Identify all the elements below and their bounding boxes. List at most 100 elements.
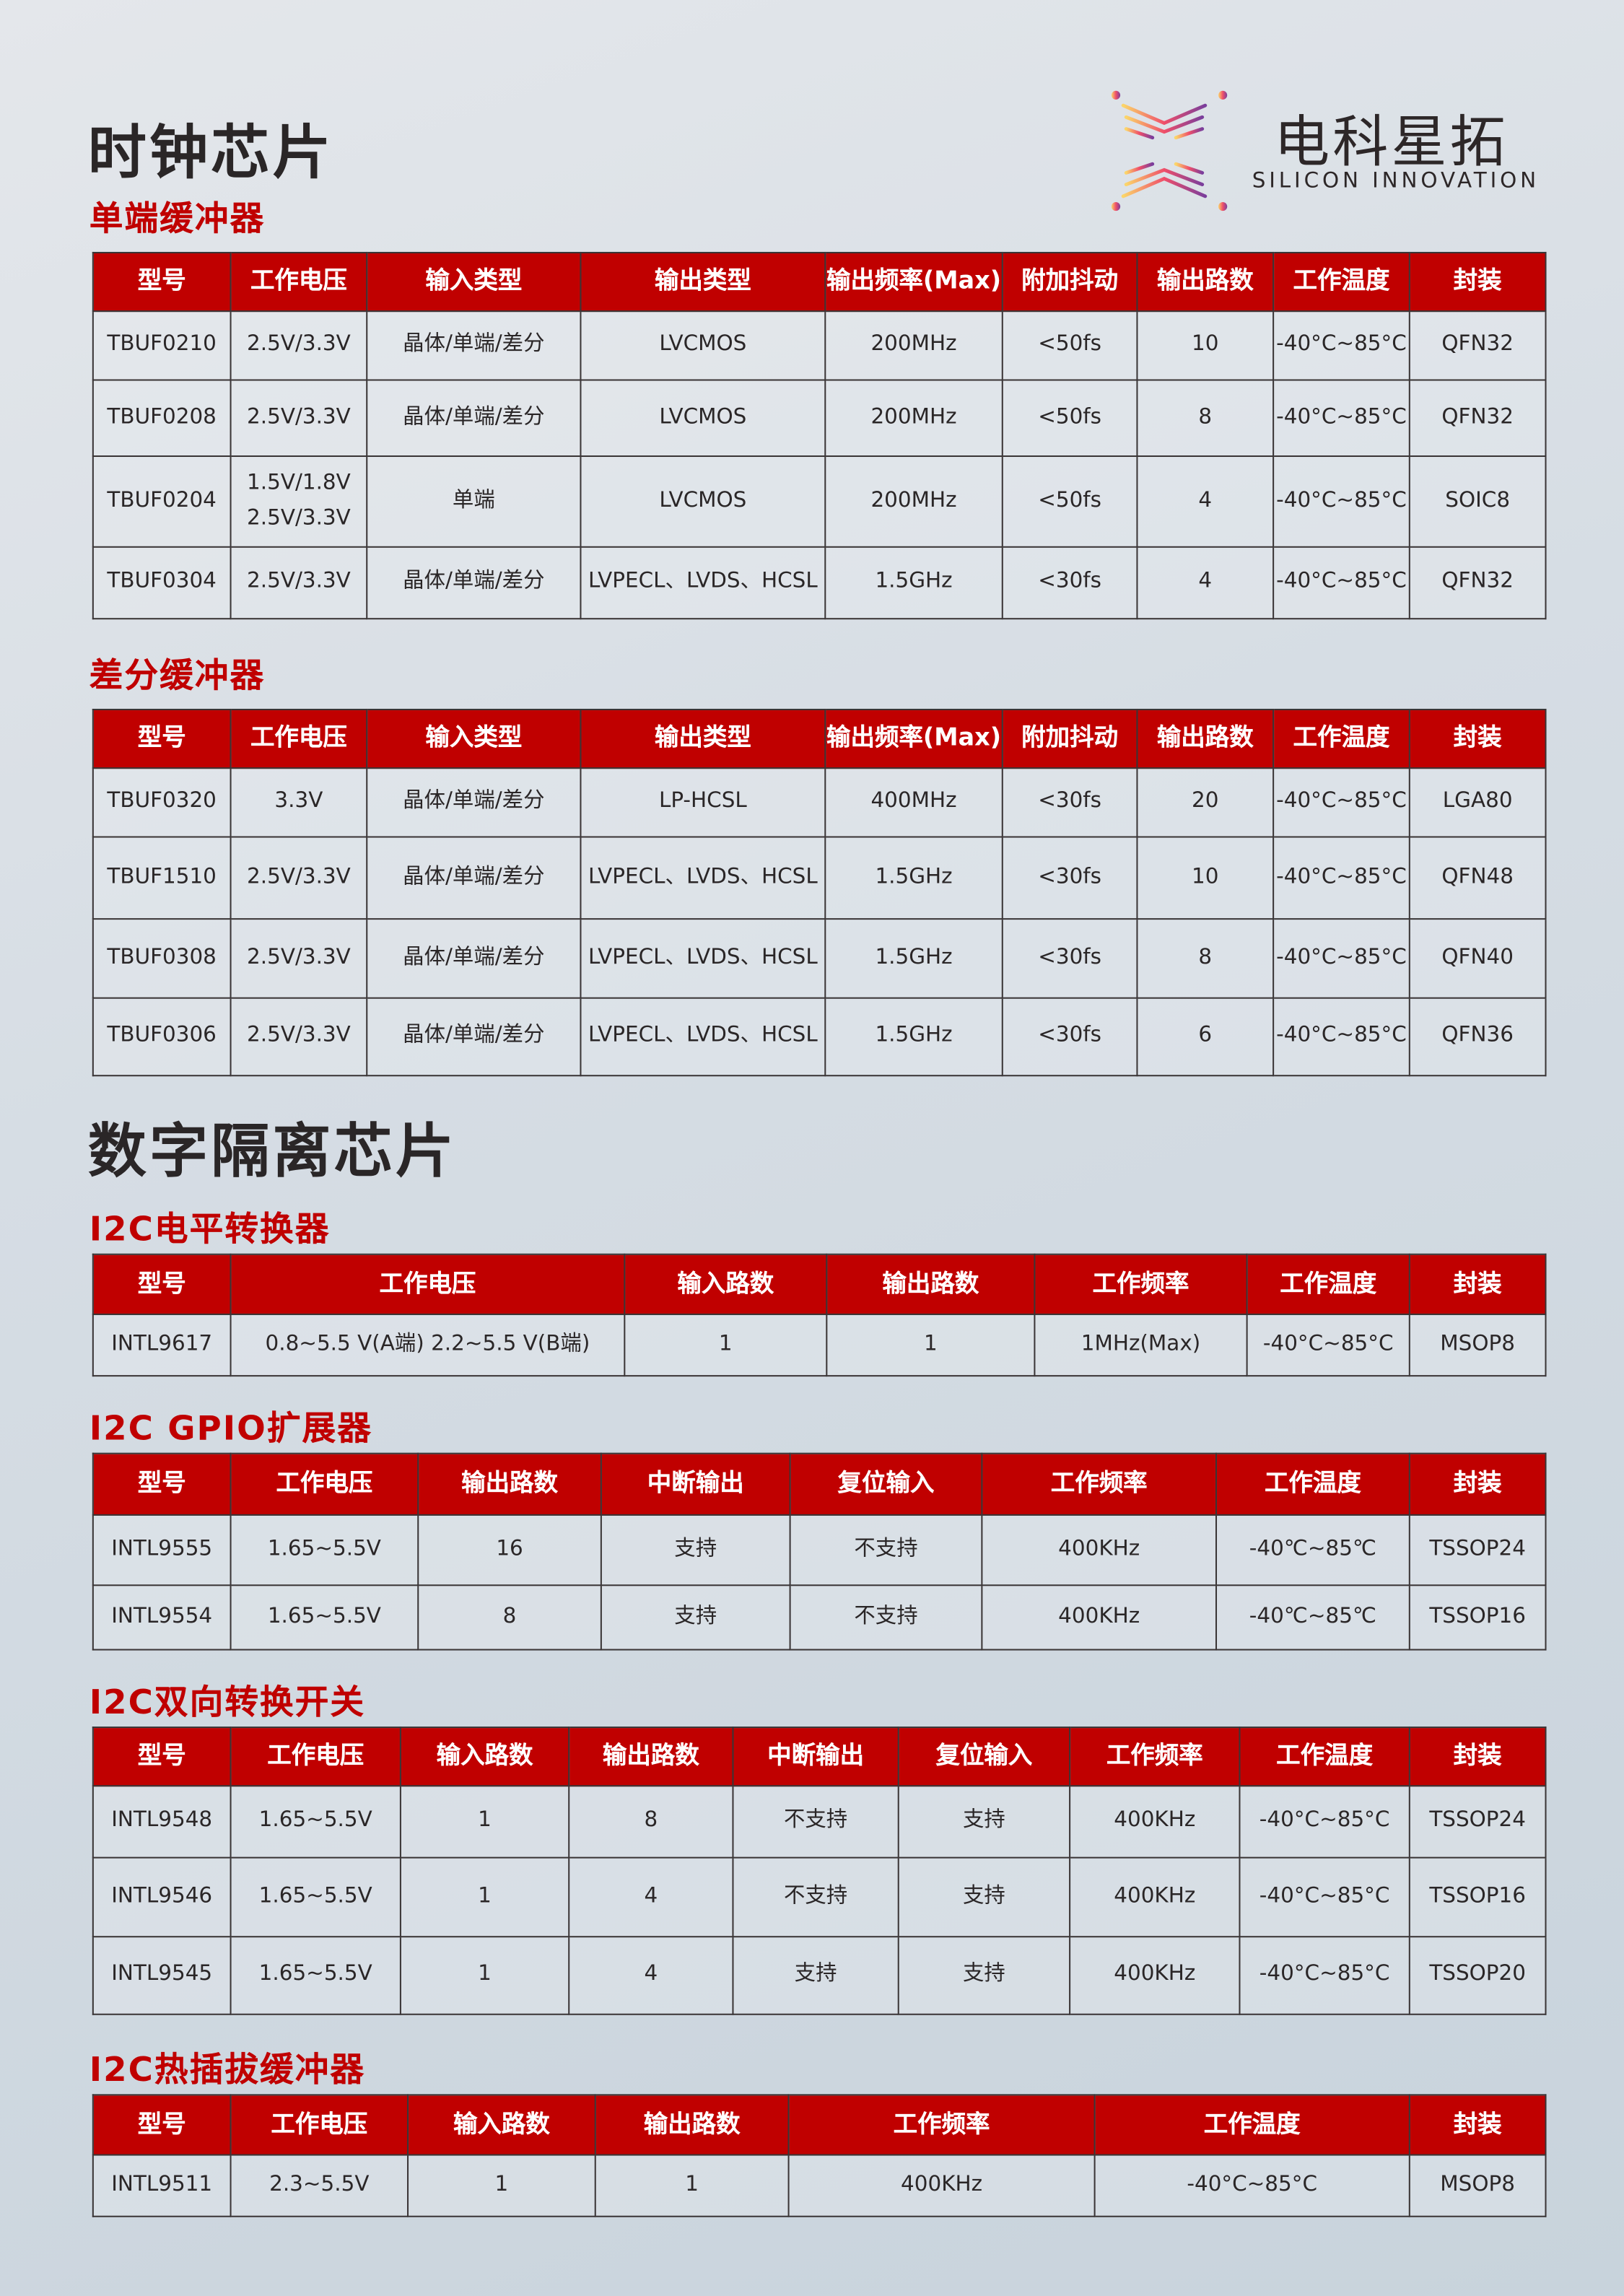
table-cell: TSSOP16: [1408, 1856, 1547, 1938]
table-cell: 不支持: [732, 1856, 899, 1938]
model-cell: INTL9545: [92, 1936, 232, 2015]
table-cell: -40°C~85°C: [1272, 767, 1410, 838]
table-cell: <50fs: [1001, 310, 1138, 381]
table-cell: 8: [417, 1584, 602, 1651]
column-header: 封装: [1408, 1727, 1547, 1787]
table-row: TBUF0308 2.5V/3.3V 晶体/单端/差分 LVPECL、LVDS、HCS…: [92, 918, 1547, 999]
table-cell: 1: [399, 1785, 570, 1859]
table-cell: 1.5GHz: [824, 997, 1003, 1077]
table-cell: 200MHz: [824, 455, 1003, 548]
table-cell: 3.3V: [230, 767, 368, 838]
model-cell: INTL9554: [92, 1584, 232, 1651]
table-cell: 16: [417, 1514, 602, 1586]
table-cell: 1MHz(Max): [1034, 1313, 1248, 1377]
column-header: 输出路数: [826, 1253, 1036, 1315]
table-cell: 400KHz: [1069, 1856, 1241, 1938]
table-cell: 1: [826, 1313, 1036, 1377]
section-title: 数字隔离芯片: [87, 1119, 458, 1187]
table-cell: MSOP8: [1408, 1313, 1547, 1377]
table-cell: -40℃~85℃: [1215, 1584, 1410, 1651]
table-cell: -40°C~85°C: [1272, 379, 1410, 458]
table-cell: 2.5V/3.3V: [230, 918, 368, 999]
column-header: 工作频率: [787, 2094, 1096, 2156]
table-cell: 4: [568, 1856, 734, 1938]
table-cell: 20: [1136, 767, 1275, 838]
logo-text-cn: 电科星拓: [1274, 110, 1509, 175]
table-row: TBUF0306 2.5V/3.3V 晶体/单端/差分 LVPECL、LVDS、HCS…: [92, 997, 1547, 1077]
table-cell: -40°C~85°C: [1272, 546, 1410, 620]
table-cell: 1: [624, 1313, 828, 1377]
table-cell: 400KHz: [787, 2154, 1096, 2217]
spec-table: 型号 工作电压 输出路数 中断输出 复位输入 工作频率 工作温度 封装 INTL9555 1.65…: [92, 1452, 1547, 1651]
column-header: 输出路数: [1136, 708, 1275, 769]
table-header-row: 型号 工作电压 输出路数 中断输出 复位输入 工作频率 工作温度 封装: [92, 1452, 1547, 1516]
column-header: 封装: [1408, 1253, 1547, 1315]
spec-table: 型号 工作电压 输入类型 输出类型 输出频率(Max) 附加抖动 输出路数 工作温度 封装 TBU…: [92, 251, 1547, 620]
table-header-row: 型号 工作电压 输入路数 输出路数 中断输出 复位输入 工作频率 工作温度 封装: [92, 1727, 1547, 1787]
table-cell: <30fs: [1001, 767, 1138, 838]
table-cell: 6: [1136, 997, 1275, 1077]
table-cell: QFN36: [1408, 997, 1547, 1077]
column-header: 工作电压: [230, 251, 368, 313]
column-header: 型号: [92, 708, 232, 769]
table-cell: -40°C~85°C: [1239, 1856, 1410, 1938]
table-cell: LVCMOS: [580, 379, 826, 458]
model-cell: TBUF0306: [92, 997, 232, 1077]
table-cell: 支持: [897, 1936, 1071, 2015]
spec-table: 型号 工作电压 输入路数 输出路数 中断输出 复位输入 工作频率 工作温度 封装 INTL9548…: [92, 1727, 1547, 2015]
column-header: 附加抖动: [1001, 251, 1138, 313]
table-cell: 1.65~5.5V: [230, 1785, 401, 1859]
table-cell: 不支持: [789, 1584, 983, 1651]
table-cell: 2.5V/3.3V: [230, 379, 368, 458]
company-logo: 电科星拓 SILICON INNOVATION: [1106, 88, 1545, 214]
table-cell: -40°C~85°C: [1272, 310, 1410, 381]
table-cell: <30fs: [1001, 918, 1138, 999]
table-cell: TSSOP24: [1408, 1785, 1547, 1859]
table-cell: -40°C~85°C: [1239, 1936, 1410, 2015]
column-header: 复位输入: [897, 1727, 1071, 1787]
table-cell: -40°C~85°C: [1272, 997, 1410, 1077]
table-row: TBUF1510 2.5V/3.3V 晶体/单端/差分 LVPECL、LVDS、HCS…: [92, 836, 1547, 920]
column-header: 工作频率: [1034, 1253, 1248, 1315]
model-cell: TBUF0208: [92, 379, 232, 458]
table-cell: <30fs: [1001, 997, 1138, 1077]
table-cell: 支持: [600, 1584, 791, 1651]
table-cell: 2.5V/3.3V: [230, 997, 368, 1077]
logo-circuit-icon: [1111, 90, 1228, 211]
column-header: 工作温度: [1093, 2094, 1410, 2156]
column-header: 型号: [92, 1727, 232, 1787]
column-header: 工作电压: [230, 1253, 626, 1315]
column-header: 工作频率: [1069, 1727, 1241, 1787]
table-row: TBUF0204 1.5V/1.8V 2.5V/3.3V 单端 LVCMOS 200MH…: [92, 455, 1547, 548]
column-header: 工作温度: [1272, 251, 1410, 313]
table-cell: 2.5V/3.3V: [230, 546, 368, 620]
table-cell: LVPECL、LVDS、HCSL: [580, 546, 826, 620]
table-cell: 晶体/单端/差分: [366, 918, 582, 999]
table-cell: 1: [407, 2154, 596, 2217]
table-cell: 不支持: [789, 1514, 983, 1586]
table-cell: 晶体/单端/差分: [366, 997, 582, 1077]
column-header: 输入路数: [407, 2094, 596, 2156]
table-cell: 支持: [897, 1856, 1071, 1938]
model-cell: TBUF0210: [92, 310, 232, 381]
table-cell: 不支持: [732, 1785, 899, 1859]
column-header: 复位输入: [789, 1452, 983, 1516]
table-cell: 4: [568, 1936, 734, 2015]
column-header: 输入类型: [366, 708, 582, 769]
column-header: 型号: [92, 1253, 232, 1315]
group-title: 差分缓冲器: [89, 657, 266, 696]
column-header: 封装: [1408, 1452, 1547, 1516]
table-cell: 8: [1136, 918, 1275, 999]
table-cell: -40℃~85℃: [1215, 1514, 1410, 1586]
table-cell: LVCMOS: [580, 310, 826, 381]
column-header: 工作温度: [1272, 708, 1410, 769]
column-header: 型号: [92, 251, 232, 313]
table-cell: QFN48: [1408, 836, 1547, 920]
table-cell: 1: [399, 1856, 570, 1938]
model-cell: TBUF0204: [92, 455, 232, 548]
model-cell: TBUF0320: [92, 767, 232, 838]
column-header: 工作电压: [230, 708, 368, 769]
column-header: 输出频率(Max): [824, 708, 1003, 769]
table-header-row: 型号 工作电压 输入类型 输出类型 输出频率(Max) 附加抖动 输出路数 工作温度 封装: [92, 251, 1547, 313]
